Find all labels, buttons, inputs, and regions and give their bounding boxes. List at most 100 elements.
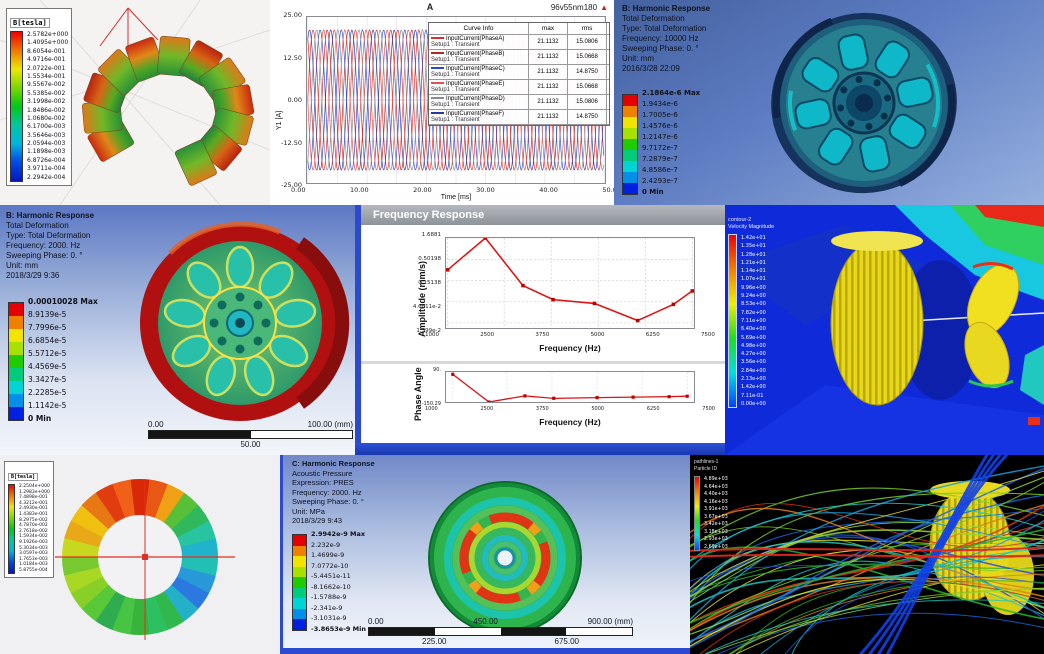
legend-value: 2.93e+03: [704, 537, 728, 542]
ruler-label: 675.00: [554, 637, 579, 646]
legend-value: 3.3427e-5: [28, 375, 67, 384]
axis-triad-icon: [99, 7, 159, 55]
legend-value: 7.11e-01: [741, 392, 764, 399]
window-edge: [355, 205, 361, 455]
table-row: InputCurrent(PhaseD) Setup1 : Transient 21…: [429, 95, 609, 110]
table-row: InputCurrent(PhaseA) Setup1 : Transient 21…: [429, 35, 609, 50]
color-scale: 2.9942e-9 Max 2.232e-9 1.4699e-9 7.0772e-10…: [292, 529, 366, 634]
tick-label: 25.00: [283, 11, 302, 19]
info-line: 2018/3/29 9:43: [292, 516, 343, 525]
table-header: rms: [568, 23, 607, 34]
legend-value: 3.18e+03: [704, 529, 728, 535]
curve-max: 21.1132: [529, 65, 568, 79]
legend-value: 4.9716e-001: [27, 56, 66, 64]
x-axis-ticks: 0.00 10.00 20.00 30.00 40.00 50.00: [291, 186, 614, 194]
legend-value: 5.5712e-5: [28, 349, 67, 358]
panel-current-plot: A 96v55nm180 ▲ 25.00 12.50 0.00 -12.50 -25.0…: [270, 0, 614, 205]
legend-value: 1.28e+01: [741, 251, 766, 258]
colorbar: [8, 301, 24, 421]
tick-label: 5000: [591, 406, 605, 412]
legend-value: 2.5782e+000: [27, 31, 69, 38]
info-line: Type: Total Deformation: [6, 231, 91, 240]
ruler-label: 50.00: [240, 440, 261, 449]
phase-x-label: Frequency (Hz): [539, 417, 601, 427]
result-info-block: B: Harmonic Response Total Deformation Typ…: [622, 4, 710, 74]
colorbar: [622, 93, 638, 195]
legend-value: 6.40e+00: [741, 326, 766, 333]
curve-max: 21.1132: [529, 110, 568, 124]
legend-value: 4.98e+00: [741, 342, 766, 349]
panel-frequency-response-window: Frequency Response Amplitude (mm/s) 1.68…: [355, 205, 725, 455]
curve-name: InputCurrent(PhaseA): [446, 36, 505, 42]
colorbar: [694, 476, 700, 551]
legend-value: 4.7870e-002: [19, 523, 48, 529]
legend-value: 6.6854e-5: [28, 336, 67, 345]
panel-cfd-velocity-contour: contour-2 Velocity Magnitude 1.42e+01 1.3…: [725, 205, 1044, 455]
legend-value: -1.5788e-9: [311, 593, 347, 601]
legend-value: 5.69e+00: [741, 334, 766, 341]
tick-label: 1.6881: [421, 232, 441, 238]
tick-label: 3750: [535, 406, 549, 412]
legend-value: 7.4898e-001: [19, 495, 48, 501]
tick-label: 0.00: [287, 96, 302, 104]
curve-setup: Setup1 : Transient: [431, 87, 480, 93]
tick-label: 0.00: [291, 186, 306, 194]
legend-value: -3.8653e-9 Min: [311, 624, 366, 633]
window-edge: [280, 455, 283, 654]
legend-value: 2.4930e-001: [19, 506, 48, 512]
stator-field-visual: [0, 0, 270, 205]
streamlines-visual: [690, 455, 1044, 654]
color-scale: 2.2504e+000 1.2983e+000 7.4898e-001 4.3212e…: [8, 484, 50, 574]
panel-maxwell-stator: B[tesla] 2.5782e+000 1.4095e+000 8.6054e-0…: [0, 0, 270, 205]
curve-rms: 15.0806: [568, 35, 607, 49]
info-line: B: Harmonic Response: [6, 211, 95, 220]
legend-value: 1.4576e-6: [642, 122, 678, 130]
curve-max: 21.1132: [529, 35, 568, 49]
curve-rms: 14.8750: [568, 65, 607, 79]
legend-value: 1.5934e-002: [19, 534, 48, 540]
tick-label: 0.50198: [418, 256, 441, 262]
color-scale: 2.1864e-6 Max 1.9434e-6 1.7005e-6 1.4576e-6…: [622, 88, 700, 198]
legend-value: 2.0722e-001: [27, 64, 66, 72]
velocity-contour-visual: [725, 205, 1044, 455]
legend-value: 9.7172e-7: [642, 144, 678, 152]
info-line: 2018/3/29 9:36: [6, 271, 60, 280]
tick-label: 6250: [646, 406, 660, 412]
x-axis-label: Time [ms]: [440, 194, 472, 201]
color-scale: 2.5782e+000 1.4095e+000 8.6054e-001 4.9716e…: [10, 31, 69, 183]
curve-swatch-icon: [431, 97, 444, 100]
ruler-label: 900.00 (mm): [587, 617, 633, 626]
legend-value: 1.4095e+000: [27, 39, 69, 47]
table-row: InputCurrent(PhaseB) Setup1 : Transient 21…: [429, 50, 609, 65]
wheel-deformation-visual: [771, 11, 957, 195]
tick-label: 7500: [702, 406, 715, 412]
info-line: Type: Total Deformation: [622, 24, 707, 33]
ruler-label: 225.00: [422, 637, 447, 646]
legend-value: 7.11e+00: [741, 317, 766, 324]
legend-value: 4.16e+03: [704, 499, 728, 505]
tick-label: 0.15138: [418, 280, 441, 286]
curve-setup: Setup1 : Transient: [431, 102, 480, 108]
legend-value: 1.4383e-001: [19, 511, 48, 517]
tick-label: 30.00: [476, 186, 495, 194]
legend-value: 0 Min: [28, 414, 52, 423]
curve-name: InputCurrent(PhaseC): [446, 66, 505, 72]
window-titlebar[interactable]: Frequency Response: [361, 205, 725, 225]
color-scale: 1.42e+01 1.35e+01 1.28e+01 1.21e+01 1.14e+01…: [728, 234, 774, 409]
curve-swatch-icon: [431, 82, 444, 85]
panel-streamlines: pathlines-1 Particle ID 4.89e+03 4.64e+03…: [690, 455, 1044, 654]
legend-value: 3.1998e-002: [27, 98, 66, 106]
tick-label: 90.: [433, 367, 441, 373]
legend-value: 4.40e+03: [704, 492, 728, 497]
table-row: InputCurrent(PhaseE) Setup1 : Transient 21…: [429, 80, 609, 95]
curve-max: 21.1132: [529, 50, 568, 64]
legend-value: 1.14e+01: [741, 268, 766, 275]
info-line: Unit: mm: [622, 54, 654, 63]
legend-value: 3.5646e-003: [27, 131, 66, 139]
legend-value: 1.21e+01: [741, 259, 766, 266]
legend-value: 1.2147e-6: [642, 133, 678, 141]
info-line: Frequency: 10000 Hz: [622, 34, 699, 43]
color-scale: 0.00010028 Max 8.9139e-5 7.7996e-5 6.6854e-…: [8, 295, 98, 425]
curve-rms: 15.0668: [568, 50, 607, 64]
